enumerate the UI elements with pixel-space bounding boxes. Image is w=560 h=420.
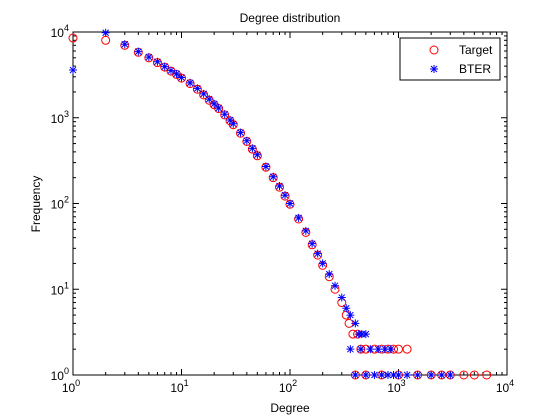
bter-point [177, 73, 186, 82]
bter-point [166, 66, 175, 75]
y-tick-label: 101 [51, 280, 69, 297]
legend-bter-label: BTER [459, 62, 491, 76]
bter-point [356, 345, 365, 354]
bter-point [226, 116, 235, 125]
bter-point [308, 239, 317, 248]
data-marks [68, 28, 492, 380]
chart-title: Degree distribution [240, 11, 341, 25]
bter-point [229, 119, 238, 128]
bter-point [361, 330, 370, 339]
bter-point [144, 53, 153, 62]
bter-point [337, 293, 346, 302]
axis-ticks [72, 31, 508, 376]
bter-point [269, 172, 278, 181]
bter-point [120, 40, 129, 49]
x-tick-label: 100 [62, 378, 80, 395]
bter-point [186, 78, 195, 87]
bter-point [346, 311, 355, 320]
bter-point [361, 371, 370, 379]
bter-point [294, 213, 303, 222]
bter-point [153, 57, 162, 66]
bter-point [318, 259, 327, 268]
bter-point [253, 150, 262, 159]
bter-point [351, 319, 360, 328]
y-tick-label: 104 [51, 23, 69, 40]
legend-target-marker [429, 45, 439, 55]
bter-point [69, 66, 77, 75]
bter-point [386, 345, 395, 354]
legend-target-label: Target [459, 43, 493, 57]
target-point [482, 370, 492, 380]
bter-point [325, 270, 334, 279]
bter-point [380, 345, 389, 354]
bter-point [275, 181, 284, 190]
bter-point [220, 110, 229, 119]
axis-tick-labels: 100 101 102 103 104 100 101 102 103 104 [51, 23, 515, 395]
y-tick-label: 100 [51, 366, 69, 383]
legend-bter-marker [430, 65, 438, 73]
x-tick-label: 101 [170, 378, 188, 395]
bter-point [281, 191, 290, 200]
bter-point [403, 371, 412, 379]
bter-point [301, 226, 310, 235]
bter-point [374, 345, 383, 354]
bter-point [446, 371, 455, 379]
bter-point [261, 162, 270, 171]
bter-point [331, 281, 340, 290]
bter-point [413, 371, 422, 379]
bter-point [248, 144, 257, 153]
bter-point [199, 89, 208, 98]
bter-point [236, 128, 245, 137]
y-tick-label: 103 [51, 109, 69, 126]
bter-point [346, 345, 355, 354]
y-axis-label: Frequency [29, 176, 43, 233]
bter-point [383, 371, 392, 379]
bter-point [210, 99, 219, 108]
bter-point [366, 345, 375, 354]
bter-point [394, 371, 403, 379]
target-point [459, 370, 469, 380]
bter-point [101, 28, 110, 37]
bter-point [172, 69, 181, 78]
y-tick-label: 102 [51, 195, 69, 212]
x-tick-label: 102 [279, 378, 297, 395]
bter-point [427, 371, 436, 379]
bter-point [160, 62, 169, 71]
legend: Target BTER [399, 37, 501, 81]
bter-point [389, 371, 398, 379]
x-tick-label: 104 [496, 378, 514, 395]
legend-box [399, 37, 501, 81]
bter-point [342, 304, 351, 313]
bter-point [437, 371, 446, 379]
bter-point [214, 103, 223, 112]
target-point [469, 370, 479, 380]
bter-point [313, 249, 322, 258]
bter-point [286, 199, 294, 208]
bter-point [205, 95, 214, 104]
target-point [68, 33, 78, 43]
bter-point [134, 47, 143, 56]
bter-point [242, 136, 251, 145]
bter-point [377, 371, 386, 379]
target-point [402, 344, 412, 354]
bter-point [370, 371, 379, 379]
x-tick-label: 103 [387, 378, 405, 395]
bter-point [351, 371, 360, 379]
bter-point [193, 84, 202, 93]
x-axis-label: Degree [270, 401, 310, 415]
